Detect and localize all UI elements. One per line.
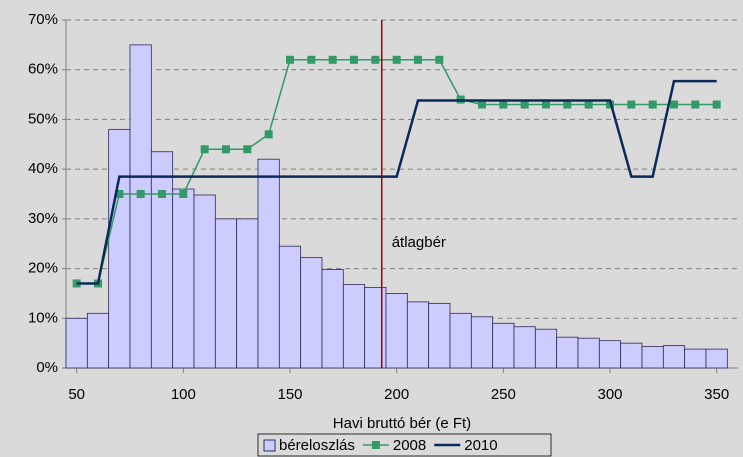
marker [627, 100, 636, 109]
bar [556, 336, 579, 369]
bar [150, 151, 174, 369]
y-tick-label: 50% [28, 110, 58, 127]
marker [520, 100, 529, 109]
bar [513, 326, 536, 369]
bar [214, 218, 238, 369]
legend-label: 2010 [464, 437, 497, 454]
legend-label: béreloszlás [279, 437, 355, 454]
marker [478, 100, 486, 109]
legend-label: 2008 [393, 437, 426, 454]
bar [321, 269, 344, 369]
marker [307, 55, 316, 64]
bar [492, 322, 515, 369]
marker [670, 100, 678, 109]
marker [286, 55, 294, 64]
bar [577, 337, 600, 369]
marker [648, 100, 657, 109]
y-tick-label: 0% [36, 359, 58, 376]
bar [364, 287, 387, 369]
x-tick-label: 100 [171, 386, 196, 403]
x-tick-label: 150 [277, 386, 302, 403]
bar [598, 340, 622, 369]
bar [172, 188, 195, 369]
marker [350, 55, 358, 64]
bar [705, 348, 728, 369]
marker [158, 190, 166, 198]
x-tick-label: 350 [704, 386, 729, 403]
marker [691, 100, 700, 109]
y-tick-label: 30% [28, 210, 58, 227]
marker [414, 55, 422, 64]
bar [534, 328, 558, 369]
marker [584, 100, 593, 109]
y-tick-label: 40% [28, 160, 58, 177]
legend-box [257, 433, 552, 457]
y-tick-label: 10% [28, 309, 58, 326]
marker [371, 55, 380, 64]
bar [406, 301, 430, 369]
marker [392, 55, 401, 64]
legend-swatch [263, 439, 276, 452]
bar [342, 284, 366, 369]
bar [108, 128, 131, 369]
bar [385, 293, 408, 369]
y-tick-label: 60% [28, 61, 58, 78]
bar [278, 245, 302, 369]
bar [620, 342, 643, 369]
x-tick-label: 250 [491, 386, 516, 403]
legend-swatch [371, 441, 380, 449]
marker [136, 190, 145, 198]
marker [499, 100, 508, 109]
marker [563, 100, 572, 109]
bar [129, 44, 152, 369]
marker [712, 100, 721, 109]
bar [300, 257, 323, 369]
y-tick-label: 20% [28, 260, 58, 277]
bar [257, 158, 280, 369]
marker [222, 145, 230, 154]
marker [542, 100, 550, 109]
bar [193, 194, 216, 369]
marker [264, 130, 273, 139]
marker [179, 190, 188, 198]
x-tick-label: 200 [384, 386, 409, 403]
annotation: átlagbér [392, 234, 446, 251]
bar [65, 317, 88, 369]
marker [243, 145, 252, 154]
marker [328, 55, 337, 64]
marker [200, 145, 209, 154]
bar [684, 348, 707, 369]
bar [236, 218, 259, 369]
marker [435, 55, 444, 64]
bar [449, 312, 472, 369]
bar [641, 346, 664, 369]
bar [86, 312, 110, 369]
x-tick-label: 300 [597, 386, 622, 403]
x-axis-label: Havi bruttó bér (e Ft) [333, 415, 471, 432]
bar [470, 316, 494, 369]
y-tick-label: 70% [28, 11, 58, 28]
bar [428, 302, 451, 369]
bar [662, 345, 686, 369]
marker [115, 190, 124, 198]
line [76, 79, 717, 285]
x-tick-label: 50 [68, 386, 85, 403]
